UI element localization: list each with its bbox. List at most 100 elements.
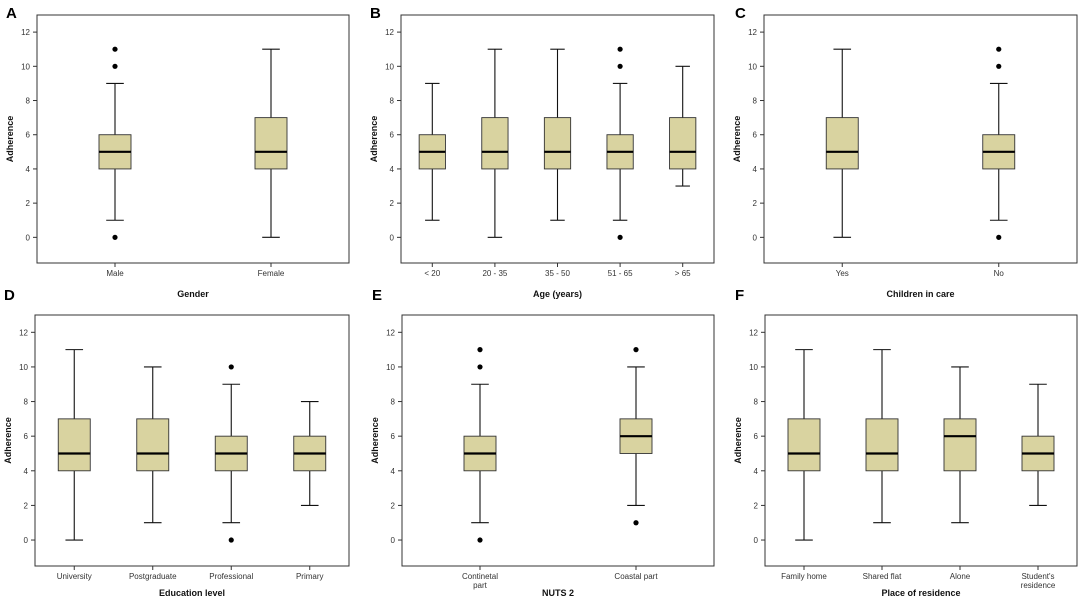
panel-c-ytick-label: 12 xyxy=(748,28,757,37)
panel-a-outlier xyxy=(112,46,118,52)
panel-e-ylabel: Adherence xyxy=(370,417,380,464)
panel-a-xtick-label: Female xyxy=(258,269,285,278)
panel-b-label: B xyxy=(370,5,381,22)
panel-f-ytick-label: 8 xyxy=(754,398,759,407)
panel-a-ylabel: Adherence xyxy=(5,116,15,163)
panel-d-xtick-label: Postgraduate xyxy=(129,572,177,581)
panel-e-ytick-label: 10 xyxy=(386,363,395,372)
panel-b-ytick-label: 6 xyxy=(390,131,395,140)
panel-e-ytick-label: 12 xyxy=(386,328,395,337)
panel-c-xlabel: Children in care xyxy=(886,289,954,299)
panel-f-ytick-label: 6 xyxy=(754,432,759,441)
panel-b-box xyxy=(669,117,697,170)
panel-a-ytick-label: 6 xyxy=(26,131,31,140)
panel-a-label: A xyxy=(6,5,17,22)
panel-f-label: F xyxy=(735,287,744,304)
panel-e-xtick-label: Coastal part xyxy=(614,572,658,581)
panel-a-outlier xyxy=(112,234,118,240)
panel-f-ylabel: Adherence xyxy=(733,417,743,464)
panel-a-ytick-label: 10 xyxy=(21,62,30,71)
panel-d-ytick-label: 0 xyxy=(24,536,29,545)
panel-a-ytick-label: 2 xyxy=(26,199,31,208)
panel-d-ytick-label: 10 xyxy=(19,363,28,372)
panel-d-ytick-label: 6 xyxy=(24,432,29,441)
panel-c-ytick-label: 8 xyxy=(753,97,758,106)
panel-c-plot-area xyxy=(763,14,1078,264)
panel-b-xtick-label: < 20 xyxy=(424,269,440,278)
panel-d-xlabel: Education level xyxy=(159,588,225,597)
panel-c-ytick-label: 0 xyxy=(753,233,758,242)
panel-d-xtick-label: Primary xyxy=(296,572,324,581)
panel-b-outlier xyxy=(617,46,623,52)
panel-c-outlier xyxy=(996,234,1002,240)
panel-d-ylabel: Adherence xyxy=(3,417,13,464)
panel-d-label: D xyxy=(4,287,15,304)
panel-c-outlier xyxy=(996,63,1002,69)
panel-c-ylabel: Adherence xyxy=(732,116,742,163)
panel-b-box xyxy=(481,117,509,170)
panel-e-label: E xyxy=(372,287,382,304)
panel-a-plot-area xyxy=(36,14,350,264)
panel-b-outlier xyxy=(617,63,623,69)
panel-d-ytick-label: 4 xyxy=(24,467,29,476)
panel-f-box xyxy=(865,418,899,472)
panel-d-xtick-label: Professional xyxy=(209,572,253,581)
panel-f-xtick-label: Alone xyxy=(950,572,971,581)
panel-f-xtick-label: Student's residence xyxy=(1021,572,1056,590)
panel-d-xtick-label: University xyxy=(57,572,92,581)
panel-b-ytick-label: 8 xyxy=(390,97,395,106)
panel-c-ytick-label: 10 xyxy=(748,62,757,71)
panel-e-ytick-label: 8 xyxy=(391,398,396,407)
panel-b-xtick-label: 51 - 65 xyxy=(608,269,633,278)
panel-f-ytick-label: 12 xyxy=(749,328,758,337)
panel-c-label: C xyxy=(735,5,746,22)
panel-b-box xyxy=(543,117,572,170)
panel-e-outlier xyxy=(477,347,483,353)
panel-e-ytick-label: 0 xyxy=(391,536,396,545)
panel-e-outlier xyxy=(477,537,483,543)
panel-b-xtick-label: 20 - 35 xyxy=(482,269,507,278)
panel-c-box xyxy=(825,117,859,170)
panel-f-ytick-label: 4 xyxy=(754,467,759,476)
panel-a-ytick-label: 0 xyxy=(26,233,31,242)
panel-f-ytick-label: 2 xyxy=(754,501,759,510)
panel-b-outlier xyxy=(617,234,623,240)
panel-b-ytick-label: 12 xyxy=(385,28,394,37)
panel-d-ytick-label: 12 xyxy=(19,328,28,337)
panel-b-ytick-label: 4 xyxy=(390,165,395,174)
panel-c-ytick-label: 4 xyxy=(753,165,758,174)
panel-e-ytick-label: 2 xyxy=(391,501,396,510)
panel-d-outlier xyxy=(228,537,234,543)
panel-f-xtick-label: Family home xyxy=(781,572,827,581)
panel-b-ytick-label: 2 xyxy=(390,199,395,208)
panel-f-xtick-label: Shared flat xyxy=(863,572,902,581)
panel-d-box xyxy=(136,418,170,472)
panel-a-outlier xyxy=(112,63,118,69)
panel-e-outlier xyxy=(633,520,639,526)
panel-a-ytick-label: 8 xyxy=(26,97,31,106)
panel-d-ytick-label: 8 xyxy=(24,398,29,407)
panel-a-ytick-label: 4 xyxy=(26,165,31,174)
panel-f-box xyxy=(787,418,821,472)
panel-b-ytick-label: 10 xyxy=(385,62,394,71)
panel-f-xlabel: Place of residence xyxy=(881,588,960,597)
panel-c-outlier xyxy=(996,46,1002,52)
panel-b-ytick-label: 0 xyxy=(390,233,395,242)
panel-d-box xyxy=(57,418,91,472)
panel-e-xtick-label: Continetal part xyxy=(462,572,498,590)
panel-e-ytick-label: 6 xyxy=(391,432,396,441)
panel-b-xtick-label: 35 - 50 xyxy=(545,269,570,278)
panel-a-ytick-label: 12 xyxy=(21,28,30,37)
panel-c-ytick-label: 2 xyxy=(753,199,758,208)
panel-f-box xyxy=(943,418,977,472)
panel-f-ytick-label: 10 xyxy=(749,363,758,372)
panel-d-ytick-label: 2 xyxy=(24,501,29,510)
panel-b-xlabel: Age (years) xyxy=(533,289,582,299)
panel-f-ytick-label: 0 xyxy=(754,536,759,545)
panel-e-outlier xyxy=(477,364,483,370)
panel-d-outlier xyxy=(228,364,234,370)
panel-e-ytick-label: 4 xyxy=(391,467,396,476)
panel-e-xlabel: NUTS 2 xyxy=(542,588,574,597)
